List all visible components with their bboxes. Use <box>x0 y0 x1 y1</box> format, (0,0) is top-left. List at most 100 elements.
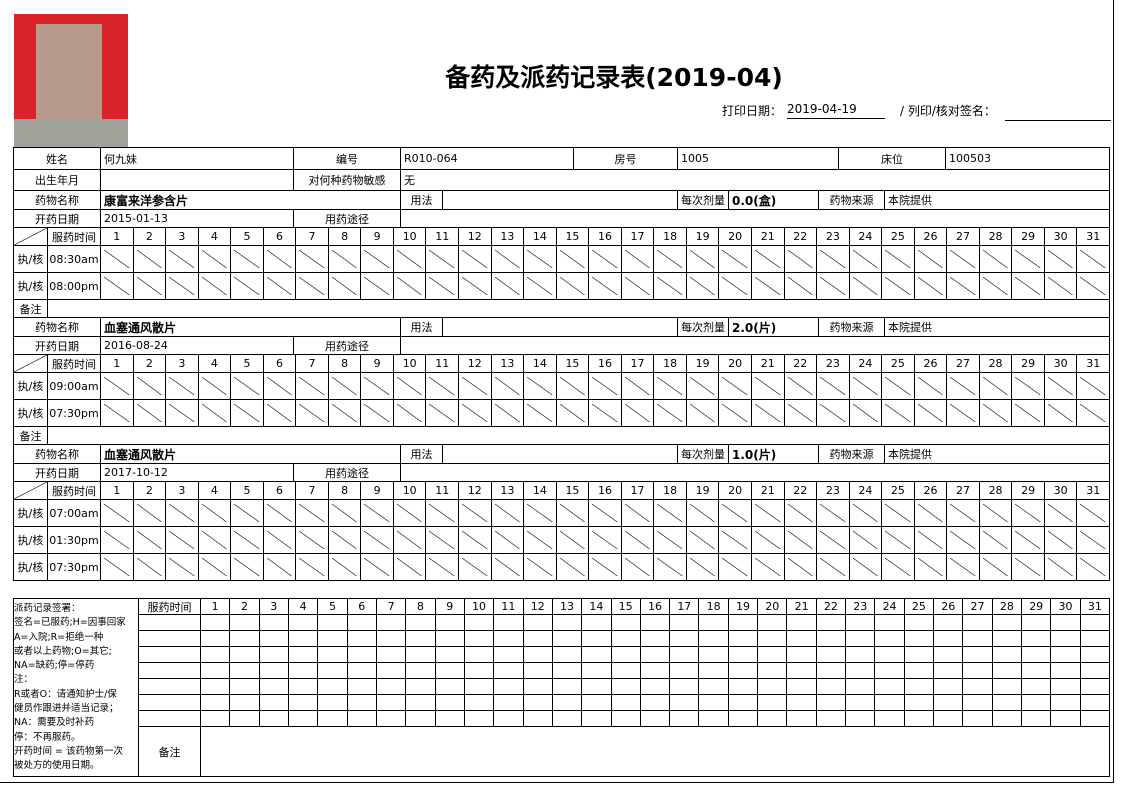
dose-label: 每次剂量 <box>677 317 729 337</box>
dose-check-cell <box>946 372 980 400</box>
sign-cell <box>1079 630 1110 647</box>
dose-check-cell <box>458 526 492 554</box>
dose-check-cell <box>978 399 1013 427</box>
day-header: 17 <box>620 481 655 500</box>
sign-time-cell <box>138 662 201 679</box>
sign-cell <box>698 710 729 727</box>
sign-day-header: 28 <box>991 598 1023 615</box>
dose-check-cell <box>327 526 362 554</box>
sign-cell <box>1021 614 1052 631</box>
sign-cell <box>1021 694 1052 711</box>
sign-day-header: 11 <box>493 598 524 615</box>
dose-check-cell <box>978 526 1013 554</box>
sign-cell <box>757 662 788 679</box>
dose-check-cell <box>490 245 525 273</box>
day-header: 26 <box>913 227 948 246</box>
sign-cell <box>434 678 465 695</box>
source-label: 药物来源 <box>818 444 885 464</box>
sign-cell <box>1050 662 1081 679</box>
sign-cell <box>669 694 700 711</box>
day-header: 21 <box>750 481 785 500</box>
dose-check-cell <box>750 372 785 400</box>
dose-check-cell <box>653 372 687 400</box>
birth-value <box>100 169 294 191</box>
day-header: 12 <box>458 227 492 246</box>
sign-day-header: 10 <box>463 598 495 615</box>
sign-day-header: 2 <box>229 598 260 615</box>
route-value <box>400 463 1110 482</box>
dose-check-cell <box>197 272 232 300</box>
dose-check-cell <box>523 553 557 581</box>
time: 07:00am <box>47 499 101 527</box>
day-header: 15 <box>555 481 590 500</box>
sign-day-header: 4 <box>287 598 319 615</box>
dose-label: 每次剂量 <box>677 190 729 210</box>
corner-cell <box>13 227 48 246</box>
sign-cell <box>639 694 671 711</box>
day-header: 2 <box>132 354 167 373</box>
dose-check-cell <box>1011 399 1045 427</box>
sign-cell <box>405 646 436 663</box>
start-date-label: 开药日期 <box>13 336 101 355</box>
route-label: 用药途径 <box>293 209 401 228</box>
dose-check-cell <box>295 372 329 400</box>
sign-cell <box>1079 646 1110 663</box>
dose-check-cell <box>620 399 655 427</box>
dose-check-cell <box>555 553 590 581</box>
dose-check-cell <box>750 526 785 554</box>
dose-check-cell <box>392 272 427 300</box>
day-header: 15 <box>555 354 590 373</box>
dose-check-cell <box>523 245 557 273</box>
sign-day-header: 16 <box>639 598 671 615</box>
source: 本院提供 <box>884 444 1110 464</box>
dose-check-cell <box>1043 499 1078 527</box>
dose-check-cell <box>1076 272 1110 300</box>
patient-name-label: 姓名 <box>13 147 101 170</box>
dose-check-cell <box>848 499 883 527</box>
dose-check-cell <box>913 399 948 427</box>
sign-time-cell <box>138 646 201 663</box>
sign-cell <box>933 694 964 711</box>
dose-check-cell <box>132 372 167 400</box>
dose-check-cell <box>978 499 1013 527</box>
dose-check-cell <box>1076 499 1110 527</box>
usage-label: 用法 <box>400 444 443 464</box>
exec-label: 执/核 <box>13 272 48 300</box>
day-header: 25 <box>881 354 915 373</box>
dose-check-cell <box>588 526 622 554</box>
dose-check-cell <box>881 553 915 581</box>
dose-check-cell <box>262 245 297 273</box>
sign-cell <box>287 662 319 679</box>
sign-cell <box>581 710 612 727</box>
sign-cell <box>669 630 700 647</box>
photo <box>14 14 128 147</box>
dose-check-cell <box>1043 553 1078 581</box>
dose-check-cell <box>132 553 167 581</box>
drug-name-label: 药物名称 <box>13 190 101 210</box>
sign-cell <box>229 646 260 663</box>
sign-cell <box>405 678 436 695</box>
dose-check-cell <box>685 272 720 300</box>
time: 08:30am <box>47 245 101 273</box>
sign-cell <box>786 630 817 647</box>
dose-check-cell <box>816 399 850 427</box>
dose: 0.0(盒) <box>728 190 819 210</box>
day-header: 25 <box>881 227 915 246</box>
sign-day-header: 3 <box>258 598 289 615</box>
sign-cell <box>434 630 465 647</box>
sign-cell <box>1050 710 1081 727</box>
sign-cell <box>581 678 612 695</box>
sign-cell <box>493 710 524 727</box>
sign-cell <box>698 614 729 631</box>
dose-check-cell <box>458 372 492 400</box>
drug-name: 血塞通风散片 <box>100 317 401 337</box>
sign-cell <box>610 678 641 695</box>
time-label: 服药时间 <box>47 481 101 500</box>
dose-check-cell <box>392 399 427 427</box>
sign-cell <box>874 630 905 647</box>
dose-check-cell <box>262 553 297 581</box>
day-header: 8 <box>327 227 362 246</box>
dose-check-cell <box>490 526 525 554</box>
dose-check-cell <box>295 245 329 273</box>
